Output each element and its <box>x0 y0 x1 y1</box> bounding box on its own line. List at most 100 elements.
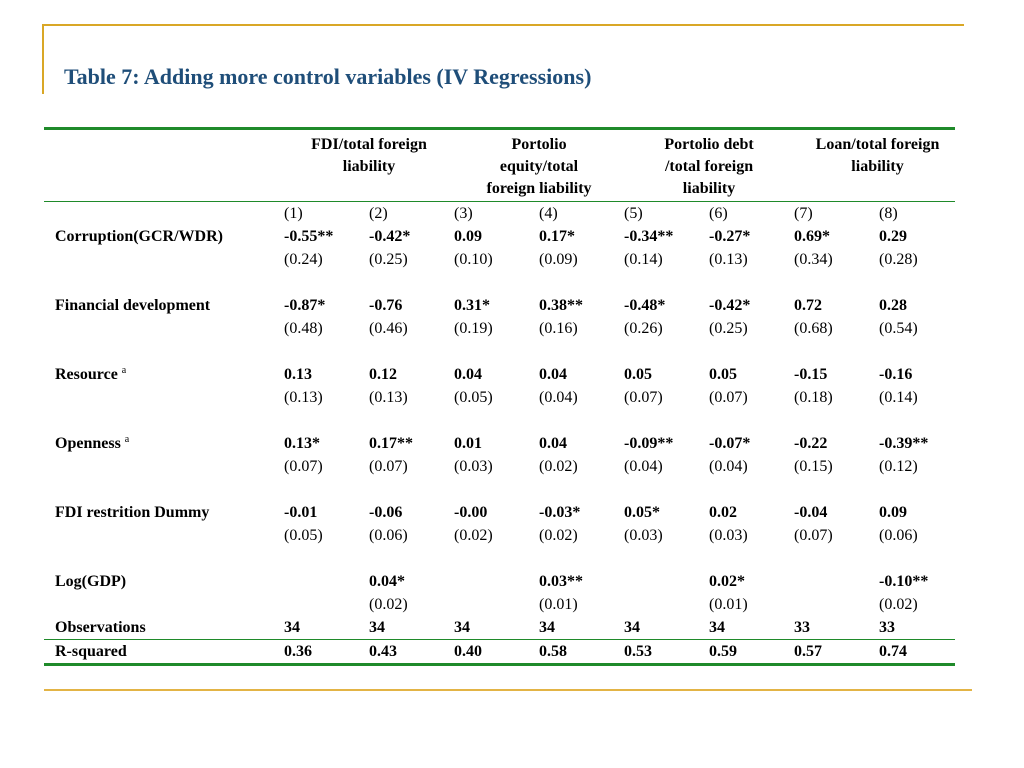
coefficient-cell: 0.38** <box>539 297 584 314</box>
group-header-portfolio-debt: Portolio debt /total foreign liability <box>664 136 754 197</box>
column-number-row: (1) (2) (3) (4) (5) (6) (7) (8) <box>44 201 956 226</box>
group-header-loan: Loan/total foreign liability <box>815 136 940 175</box>
coefficient-cell: 0.02* <box>709 573 746 590</box>
row-spacer <box>44 409 955 432</box>
row-spacer-cell <box>44 340 955 363</box>
standard-error-cell: (0.05) <box>454 389 493 406</box>
standard-error-cell: (0.07) <box>284 458 323 475</box>
row-label: FDI restrition Dummy <box>44 501 284 524</box>
standard-error-cell: (0.34) <box>794 251 833 268</box>
slide-title: Table 7: Adding more control variables (… <box>64 64 592 89</box>
coefficient-cell: 0.28 <box>879 297 908 314</box>
coefficient-cell: 0.05* <box>624 504 661 521</box>
standard-error-cell: (0.02) <box>454 527 493 544</box>
regression-table: FDI/total foreign liability Portolio equ… <box>44 127 956 666</box>
coefficient-cell: 0.05 <box>624 366 653 383</box>
r-squared-cell: 0.74 <box>879 643 908 660</box>
standard-error-label-blank <box>44 455 284 478</box>
row-spacer <box>44 478 955 501</box>
coefficient-cell: -0.01 <box>284 504 318 521</box>
coefficient-cell: 0.17** <box>369 435 413 452</box>
standard-error-cell: (0.06) <box>369 527 408 544</box>
standard-error-cell: (0.04) <box>539 389 578 406</box>
coefficient-cell: 0.04* <box>369 573 405 590</box>
standard-error-cell: (0.03) <box>624 527 663 544</box>
frame-left-line <box>42 24 44 94</box>
standard-error-cell: (0.04) <box>624 458 663 475</box>
column-number: (7) <box>794 205 813 222</box>
row-label-text: Log(GDP) <box>55 573 127 590</box>
standard-error-cell: (0.02) <box>879 596 918 613</box>
standard-error-cell: (0.12) <box>879 458 918 475</box>
standard-error-cell: (0.15) <box>794 458 833 475</box>
standard-error-cell: (0.28) <box>879 251 918 268</box>
standard-error-cell: (0.16) <box>539 320 578 337</box>
coefficient-cell: -0.42* <box>709 297 751 314</box>
standard-error-cell: (0.06) <box>879 527 918 544</box>
standard-error-cell: (0.04) <box>709 458 748 475</box>
coefficient-cell: 0.13* <box>284 435 320 452</box>
row-label-text: Corruption(GCR/WDR) <box>55 228 223 245</box>
coefficient-cell: -0.42* <box>369 228 411 245</box>
standard-error-label-blank <box>44 593 284 616</box>
standard-error-cell: (0.46) <box>369 320 408 337</box>
coefficient-row: Corruption(GCR/WDR) -0.55** -0.42* 0.09 0.17… <box>44 225 955 248</box>
row-label: Corruption(GCR/WDR) <box>44 225 284 248</box>
coefficient-cell <box>624 570 709 593</box>
coefficient-cell: 0.04 <box>539 366 568 383</box>
standard-error-cell: (0.09) <box>539 251 578 268</box>
standard-error-cell: (0.07) <box>369 458 408 475</box>
standard-error-cell: (0.01) <box>709 596 748 613</box>
coefficient-cell: -0.87* <box>284 297 326 314</box>
coefficient-cell: 0.09 <box>454 228 483 245</box>
observations-cell: 33 <box>879 619 896 636</box>
standard-error-cell: (0.25) <box>709 320 748 337</box>
observations-cell: 34 <box>624 619 641 636</box>
standard-error-cell: (0.13) <box>709 251 748 268</box>
coefficient-cell: 0.72 <box>794 297 823 314</box>
column-number: (6) <box>709 205 728 222</box>
coefficient-cell: 0.13 <box>284 366 312 383</box>
observations-row: Observations 34 34 34 34 34 34 33 33 <box>44 616 955 640</box>
row-label-text: Openness <box>55 435 121 452</box>
standard-error-cell: (0.03) <box>709 527 748 544</box>
standard-error-cell: (0.26) <box>624 320 663 337</box>
coefficient-cell: 0.09 <box>879 504 908 521</box>
r-squared-row: R-squared 0.36 0.43 0.40 0.58 0.53 0.59 0.57 0.7… <box>44 639 956 665</box>
coefficient-cell: -0.03* <box>539 504 581 521</box>
row-label: Openness a <box>44 432 284 455</box>
row-label-superscript: a <box>124 434 130 445</box>
standard-error-cell: (0.24) <box>284 251 323 268</box>
standard-error-label-blank <box>44 524 284 547</box>
coefficient-cell: 0.04 <box>539 435 568 452</box>
coefficient-cell: 0.29 <box>879 228 908 245</box>
row-label-superscript: a <box>121 365 127 376</box>
standard-error-cell: (0.03) <box>454 458 493 475</box>
standard-error-cell: (0.05) <box>284 527 323 544</box>
observations-cell: 34 <box>284 619 300 636</box>
column-group-header-row: FDI/total foreign liability Portolio equ… <box>44 128 956 202</box>
coefficient-cell: -0.76 <box>369 297 403 314</box>
table-body: (1) (2) (3) (4) (5) (6) (7) (8) Corrupti… <box>44 201 956 665</box>
coefficient-cell <box>454 570 539 593</box>
coefficient-cell: 0.03** <box>539 573 584 590</box>
standard-error-cell <box>794 593 879 616</box>
standard-error-label-blank <box>44 386 284 409</box>
r-squared-cell: 0.53 <box>624 643 653 660</box>
standard-error-cell: (0.07) <box>794 527 833 544</box>
column-number: (1) <box>284 205 303 222</box>
coefficient-cell <box>794 570 879 593</box>
row-label-text: Financial development <box>55 297 211 314</box>
standard-error-cell: (0.13) <box>284 389 323 406</box>
r-squared-cell: 0.59 <box>709 643 738 660</box>
observations-cell: 34 <box>369 619 385 636</box>
coefficient-row: Resource a 0.13 0.12 0.04 0.04 0.05 0.05 -0.15-… <box>44 363 955 386</box>
standard-error-label-blank <box>44 317 284 340</box>
standard-error-cell: (0.02) <box>369 596 408 613</box>
standard-error-row: (0.24) (0.25) (0.10) (0.09) (0.14) (0.13) (0.3… <box>44 248 955 271</box>
standard-error-cell: (0.19) <box>454 320 493 337</box>
standard-error-cell: (0.14) <box>879 389 918 406</box>
coefficient-row: Financial development -0.87* -0.76 0.31* 0.3… <box>44 294 955 317</box>
r-squared-cell: 0.43 <box>369 643 397 660</box>
coefficient-cell: -0.22 <box>794 435 828 452</box>
